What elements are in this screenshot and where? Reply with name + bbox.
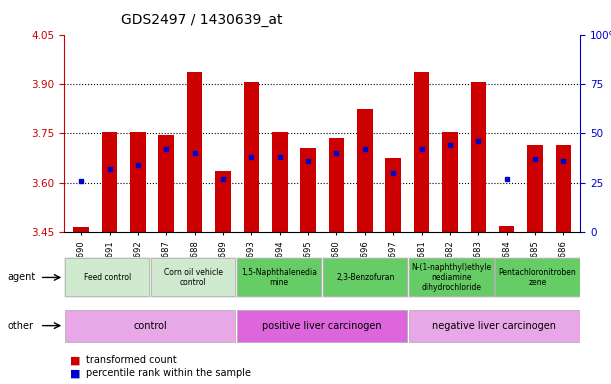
Bar [499, 226, 514, 232]
Text: agent: agent [7, 272, 35, 283]
Text: positive liver carcinogen: positive liver carcinogen [263, 321, 382, 331]
Text: Pentachloronitroben
zene: Pentachloronitroben zene [499, 268, 576, 287]
Bar [301, 148, 316, 232]
Bar [130, 132, 145, 232]
Bar [215, 171, 231, 232]
Text: 1,5-Naphthalenedia
mine: 1,5-Naphthalenedia mine [241, 268, 317, 287]
Bar [527, 145, 543, 232]
Bar [65, 310, 235, 341]
Bar [555, 145, 571, 232]
Bar [244, 82, 259, 232]
Bar [151, 258, 235, 296]
Text: GDS2497 / 1430639_at: GDS2497 / 1430639_at [121, 13, 282, 27]
Text: negative liver carcinogen: negative liver carcinogen [433, 321, 557, 331]
Bar [323, 258, 408, 296]
Bar [409, 310, 580, 341]
Bar [409, 258, 494, 296]
Bar [470, 82, 486, 232]
Bar [102, 132, 117, 232]
Bar [65, 258, 149, 296]
Bar [496, 258, 580, 296]
Text: control: control [133, 321, 167, 331]
Text: ■: ■ [70, 368, 81, 378]
Text: Feed control: Feed control [84, 273, 131, 282]
Bar [386, 158, 401, 232]
Bar [414, 73, 430, 232]
Bar [442, 132, 458, 232]
Bar [187, 73, 202, 232]
Text: other: other [7, 321, 34, 331]
Bar [237, 310, 408, 341]
Text: Corn oil vehicle
control: Corn oil vehicle control [164, 268, 223, 287]
Text: 2,3-Benzofuran: 2,3-Benzofuran [336, 273, 395, 282]
Text: ■: ■ [70, 355, 81, 365]
Bar [158, 135, 174, 232]
Bar [237, 258, 321, 296]
Text: N-(1-naphthyl)ethyle
nediamine
dihydrochloride: N-(1-naphthyl)ethyle nediamine dihydroch… [411, 263, 491, 292]
Text: percentile rank within the sample: percentile rank within the sample [86, 368, 251, 378]
Bar [329, 138, 344, 232]
Bar [272, 132, 288, 232]
Text: transformed count: transformed count [86, 355, 177, 365]
Bar [357, 109, 373, 232]
Bar [73, 227, 89, 232]
